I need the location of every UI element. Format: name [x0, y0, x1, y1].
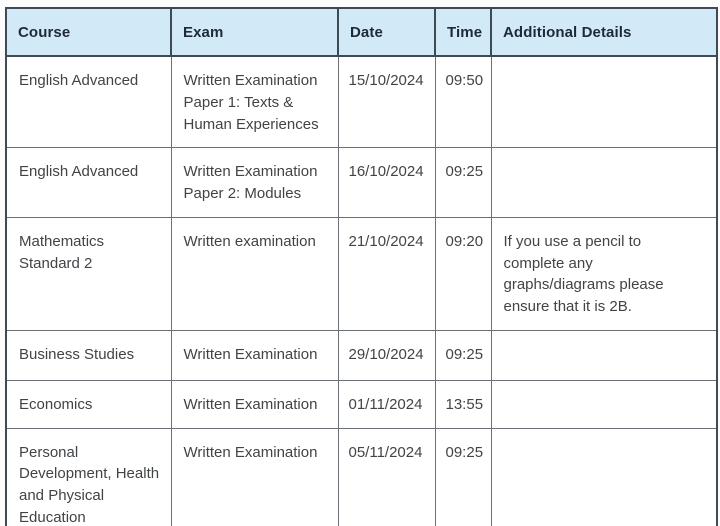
col-header-exam: Exam [170, 7, 339, 57]
cell-course: Economics [5, 379, 172, 429]
exam-schedule-table: Course Exam Date Time Additional Details… [5, 7, 718, 526]
cell-date: 29/10/2024 [337, 329, 436, 381]
cell-time: 13:55 [434, 379, 492, 429]
col-header-date: Date [337, 7, 436, 57]
cell-course: English Advanced [5, 147, 172, 218]
col-header-details: Additional Details [490, 7, 718, 57]
cell-date: 05/11/2024 [337, 427, 436, 526]
table-row: Mathematics Standard 2 Written examinati… [5, 216, 718, 331]
cell-time: 09:25 [434, 329, 492, 381]
cell-exam: Written Examination [170, 379, 339, 429]
cell-date: 16/10/2024 [337, 147, 436, 218]
cell-date: 01/11/2024 [337, 379, 436, 429]
cell-details [490, 147, 718, 218]
table-row: English Advanced Written Examination Pap… [5, 55, 718, 149]
cell-course: Mathematics Standard 2 [5, 216, 172, 331]
cell-details [490, 427, 718, 526]
table-row: Personal Development, Health and Physica… [5, 427, 718, 526]
cell-details [490, 379, 718, 429]
header-row: Course Exam Date Time Additional Details [5, 7, 718, 57]
cell-exam: Written Examination Paper 1: Texts & Hum… [170, 55, 339, 149]
cell-exam: Written examination [170, 216, 339, 331]
cell-exam: Written Examination [170, 427, 339, 526]
cell-details: If you use a pencil to complete any grap… [490, 216, 718, 331]
table-row: Economics Written Examination 01/11/2024… [5, 379, 718, 429]
cell-course: Personal Development, Health and Physica… [5, 427, 172, 526]
cell-time: 09:25 [434, 147, 492, 218]
cell-date: 15/10/2024 [337, 55, 436, 149]
col-header-time: Time [434, 7, 492, 57]
table-row: English Advanced Written Examination Pap… [5, 147, 718, 218]
cell-exam: Written Examination [170, 329, 339, 381]
cell-time: 09:20 [434, 216, 492, 331]
col-header-course: Course [5, 7, 172, 57]
cell-exam: Written Examination Paper 2: Modules [170, 147, 339, 218]
cell-time: 09:25 [434, 427, 492, 526]
cell-course: Business Studies [5, 329, 172, 381]
cell-date: 21/10/2024 [337, 216, 436, 331]
cell-course: English Advanced [5, 55, 172, 149]
table-row: Business Studies Written Examination 29/… [5, 329, 718, 381]
cell-time: 09:50 [434, 55, 492, 149]
cell-details [490, 55, 718, 149]
cell-details [490, 329, 718, 381]
